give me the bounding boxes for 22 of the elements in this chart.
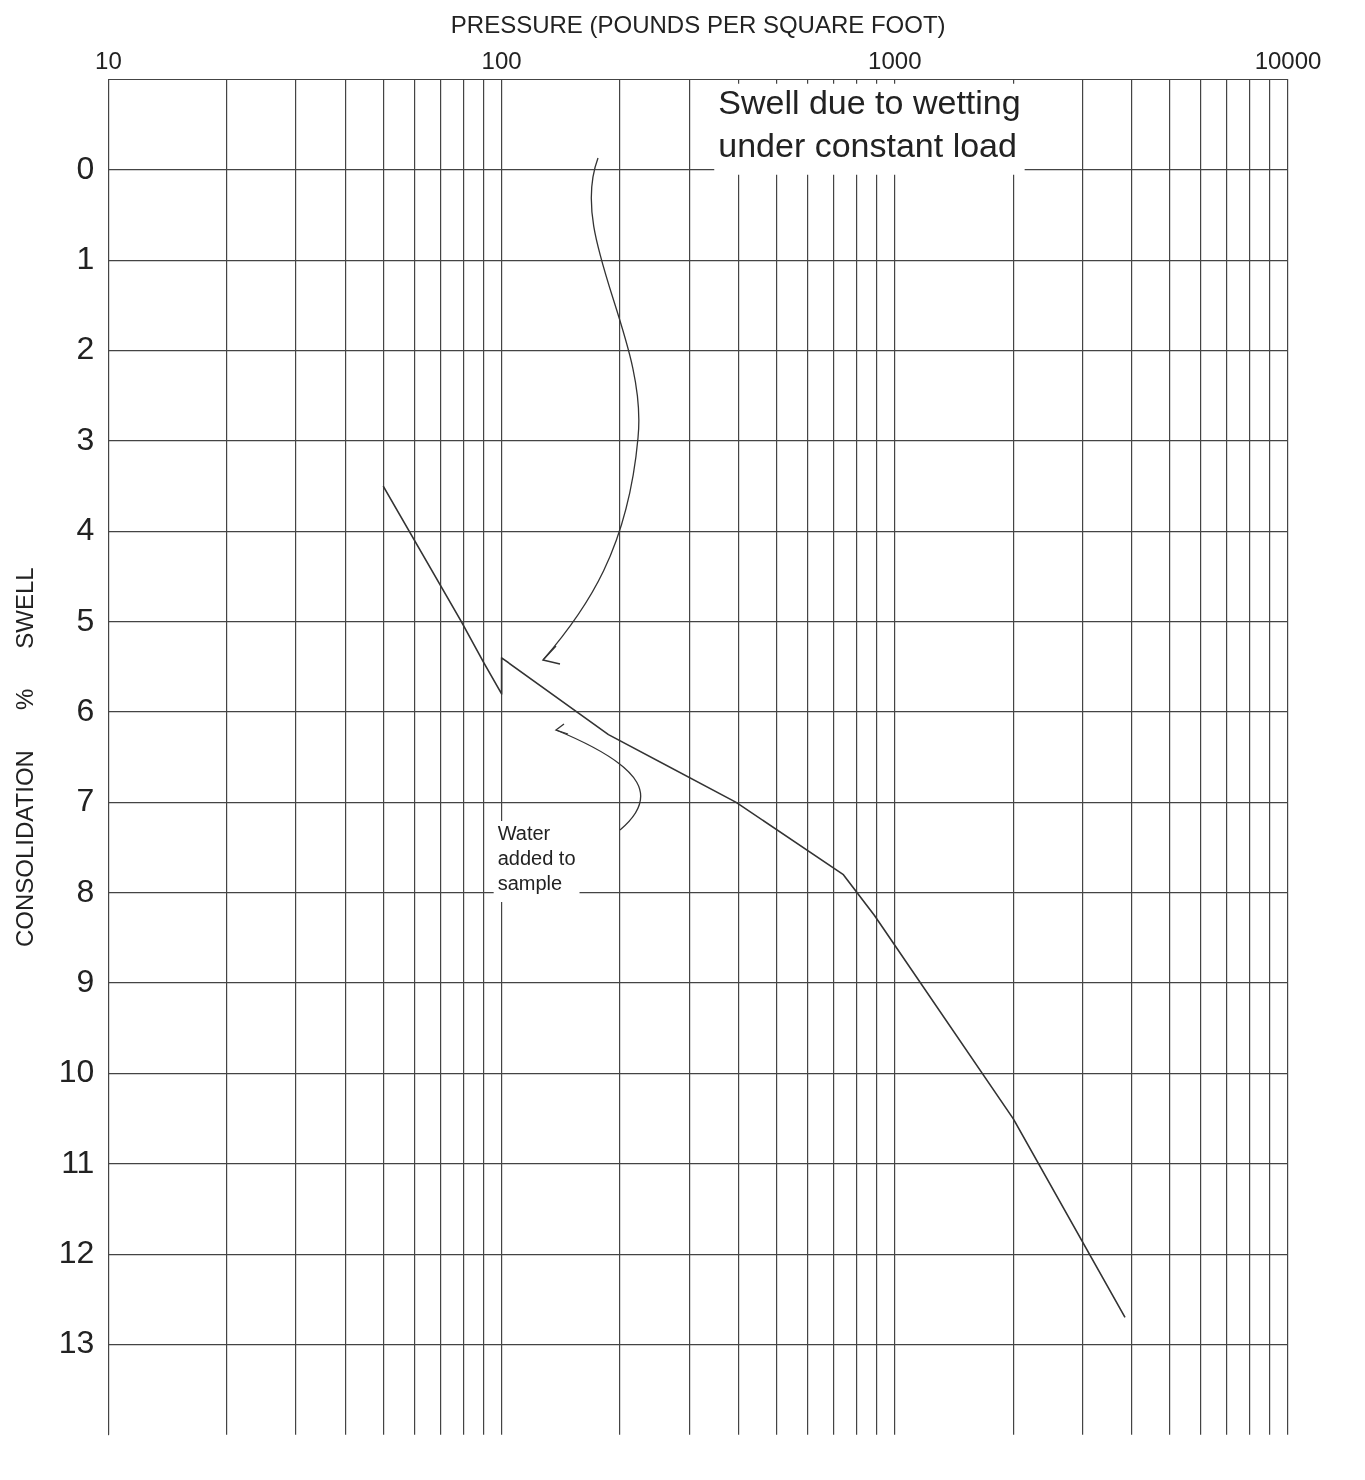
y-tick-label: 3 [76, 420, 95, 457]
y-axis-title: CONSOLIDATION % SWELL [11, 567, 39, 948]
y-tick-label: 7 [76, 782, 95, 819]
y-tick-label: 12 [58, 1233, 95, 1270]
y-tick-label: 9 [76, 962, 95, 999]
x-tick-label: 10000 [1254, 46, 1322, 74]
annotation: Water added to sample [497, 822, 576, 895]
x-tick-label: 1000 [868, 46, 922, 74]
x-tick-label: 10 [95, 46, 122, 74]
x-axis-title: PRESSURE (POUNDS PER SQUARE FOOT) [450, 11, 946, 39]
y-tick-label: 11 [61, 1143, 95, 1180]
y-tick-label: 0 [76, 149, 95, 186]
x-tick-label: 100 [481, 46, 522, 74]
y-tick-label: 10 [58, 1053, 95, 1090]
y-tick-label: 6 [76, 691, 95, 728]
y-tick-label: 4 [76, 511, 95, 548]
y-tick-label: 2 [76, 330, 95, 367]
y-tick-label: 1 [76, 240, 95, 277]
annotation: Swell due to wetting under constant load [718, 83, 1021, 164]
y-tick-label: 13 [58, 1324, 95, 1361]
y-tick-label: 8 [76, 872, 95, 909]
y-tick-label: 5 [76, 601, 95, 638]
